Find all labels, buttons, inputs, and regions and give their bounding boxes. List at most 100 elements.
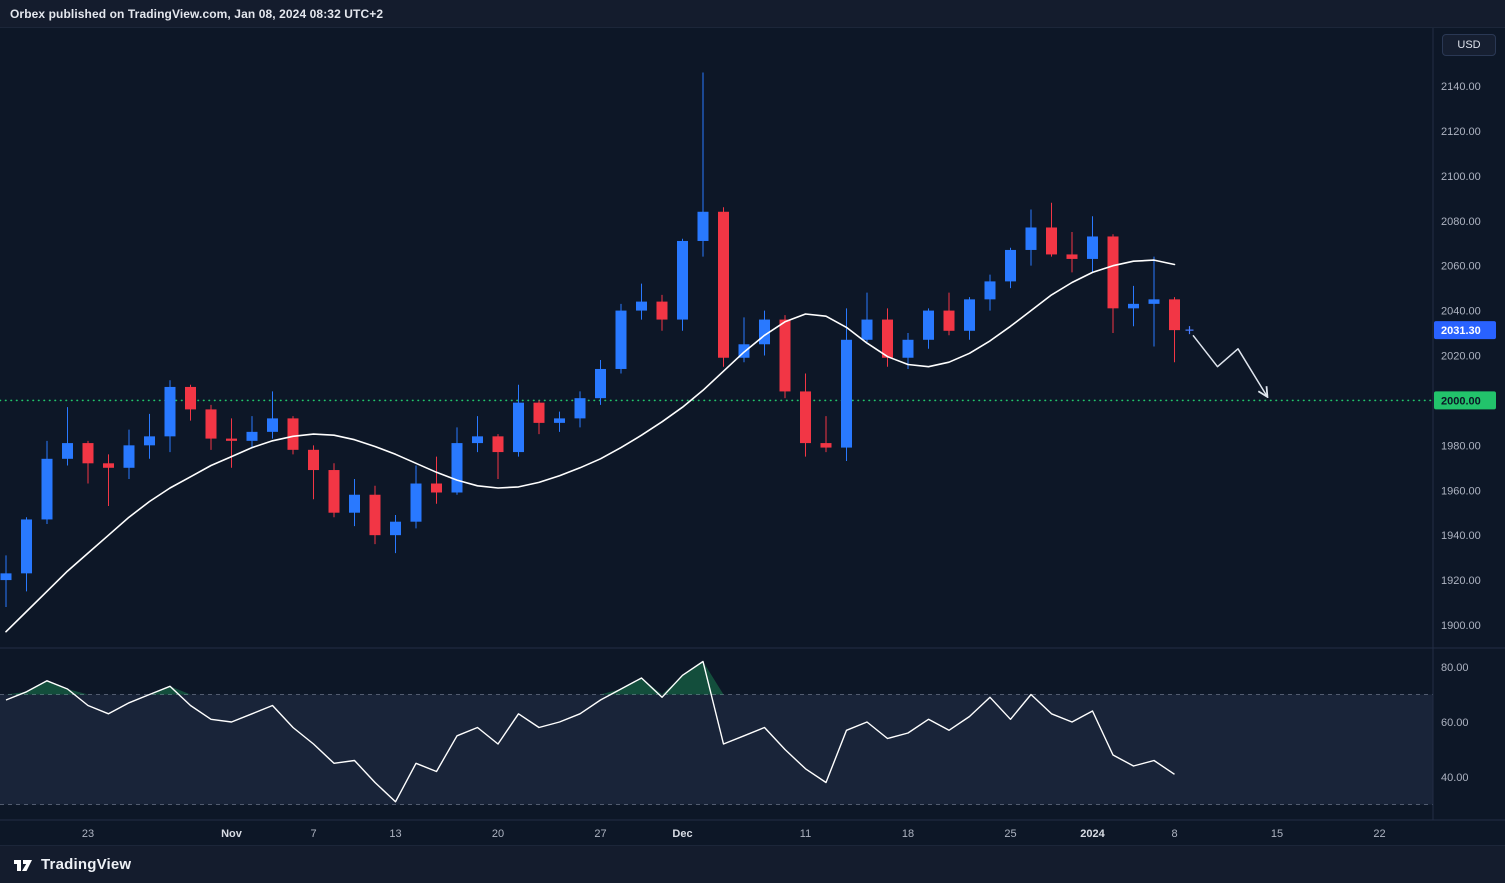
level-price-tag[interactable]: 2000.00 bbox=[1434, 391, 1496, 410]
candle-body bbox=[1025, 227, 1037, 250]
candle-body bbox=[800, 391, 811, 444]
svg-text:2000.00: 2000.00 bbox=[1441, 395, 1481, 407]
candle-body bbox=[349, 494, 360, 513]
candle-body bbox=[123, 445, 135, 468]
candle-body bbox=[1169, 299, 1180, 331]
svg-text:60.00: 60.00 bbox=[1441, 717, 1469, 729]
svg-text:1940.00: 1940.00 bbox=[1441, 530, 1481, 542]
candle-body bbox=[1005, 249, 1016, 282]
tradingview-logo-text[interactable]: TradingView bbox=[41, 856, 132, 873]
time-axis-label[interactable]: Nov bbox=[221, 828, 243, 840]
svg-text:2031.30: 2031.30 bbox=[1441, 325, 1481, 337]
candle-body bbox=[677, 240, 688, 320]
candle-body bbox=[902, 339, 914, 358]
svg-text:1900.00: 1900.00 bbox=[1441, 620, 1481, 632]
candle-body bbox=[513, 402, 524, 453]
candle-body bbox=[820, 443, 832, 448]
moving-average-line bbox=[5, 259, 1176, 633]
candle-body bbox=[943, 310, 955, 331]
time-axis-label[interactable]: 23 bbox=[82, 828, 94, 840]
candle-body bbox=[964, 299, 975, 331]
current-price-tag[interactable]: 2031.30 bbox=[1434, 321, 1496, 340]
svg-text:2020.00: 2020.00 bbox=[1441, 351, 1481, 363]
rsi-axis-labels[interactable]: 80.00 60.00 40.00 bbox=[1441, 662, 1469, 784]
price-axis-labels[interactable]: 1900.00 1920.00 1940.00 1960.00 1980.00 2000.… bbox=[1441, 81, 1481, 632]
candle-body bbox=[328, 470, 340, 513]
candle-body bbox=[1128, 303, 1139, 309]
svg-text:2060.00: 2060.00 bbox=[1441, 261, 1481, 273]
projection-arrow[interactable] bbox=[1192, 334, 1267, 396]
candle-body bbox=[492, 436, 504, 453]
header-bar: Orbex published on TradingView.com, Jan … bbox=[0, 0, 1505, 28]
svg-text:1960.00: 1960.00 bbox=[1441, 485, 1481, 497]
candle-body bbox=[1046, 227, 1057, 255]
chart-root: 1900.00 1920.00 1940.00 1960.00 1980.00 2000.… bbox=[0, 28, 1505, 845]
currency-button-label: USD bbox=[1457, 39, 1481, 51]
rsi-overbought-fill bbox=[6, 661, 1175, 695]
svg-text:40.00: 40.00 bbox=[1441, 772, 1469, 784]
candle-body bbox=[410, 483, 422, 522]
time-axis-label[interactable]: 22 bbox=[1373, 828, 1385, 840]
time-axis-label[interactable]: 20 bbox=[492, 828, 504, 840]
svg-text:1920.00: 1920.00 bbox=[1441, 575, 1481, 587]
candle-body bbox=[390, 521, 401, 536]
last-price-marker bbox=[1185, 326, 1194, 335]
candle-body bbox=[267, 418, 278, 432]
svg-text:2140.00: 2140.00 bbox=[1441, 81, 1481, 93]
candle-body bbox=[697, 211, 709, 241]
svg-text:2040.00: 2040.00 bbox=[1441, 306, 1481, 318]
candle-body bbox=[226, 438, 237, 441]
candle-body bbox=[861, 319, 873, 340]
candle-body bbox=[369, 494, 381, 536]
candle-body bbox=[1107, 236, 1119, 309]
candle-body bbox=[1148, 299, 1160, 304]
time-axis-label[interactable]: 18 bbox=[902, 828, 914, 840]
time-axis-label[interactable]: Dec bbox=[672, 828, 692, 840]
candle-body bbox=[533, 402, 545, 423]
publish-attribution: Orbex published on TradingView.com, Jan … bbox=[10, 6, 384, 21]
candle-body bbox=[554, 418, 565, 423]
time-axis-label[interactable]: 13 bbox=[389, 828, 401, 840]
candle-body bbox=[759, 319, 770, 345]
candle-body bbox=[595, 368, 606, 399]
time-axis-label[interactable]: 25 bbox=[1004, 828, 1016, 840]
candle-body bbox=[103, 463, 114, 468]
svg-text:1980.00: 1980.00 bbox=[1441, 440, 1481, 452]
time-axis-label[interactable]: 2024 bbox=[1080, 828, 1105, 840]
time-axis-label[interactable]: 27 bbox=[594, 828, 606, 840]
candle-body bbox=[0, 573, 12, 581]
time-axis-labels[interactable]: 23 Nov 7 13 20 27 Dec 11 18 25 2024 8 15 22 bbox=[82, 828, 1386, 840]
candle-body bbox=[738, 344, 750, 358]
currency-button[interactable]: USD bbox=[1442, 34, 1496, 56]
svg-text:2120.00: 2120.00 bbox=[1441, 126, 1481, 138]
candle-body bbox=[984, 281, 996, 300]
candle-body bbox=[82, 443, 94, 464]
candle-body bbox=[574, 398, 586, 419]
candle-body bbox=[287, 418, 299, 450]
time-axis-label[interactable]: 8 bbox=[1171, 828, 1177, 840]
candle-body bbox=[1066, 254, 1078, 259]
candle-body bbox=[718, 211, 729, 358]
price-chart-canvas[interactable]: 1900.00 1920.00 1940.00 1960.00 1980.00 2000.… bbox=[0, 28, 1505, 845]
rsi-line bbox=[5, 660, 1175, 803]
candle-body bbox=[882, 319, 893, 358]
candle-body bbox=[841, 339, 852, 448]
candle-body bbox=[472, 436, 483, 444]
candle-body bbox=[205, 409, 217, 439]
candle-body bbox=[144, 436, 155, 446]
candle-body bbox=[246, 431, 258, 441]
svg-text:80.00: 80.00 bbox=[1441, 662, 1469, 674]
rsi-band bbox=[0, 694, 1433, 805]
candle-body bbox=[1087, 236, 1098, 259]
candle-body bbox=[431, 483, 442, 493]
time-axis-label[interactable]: 11 bbox=[800, 828, 811, 840]
candle-body bbox=[779, 319, 791, 392]
candle-body bbox=[656, 301, 668, 320]
time-axis-label[interactable]: 7 bbox=[310, 828, 316, 840]
candle-body bbox=[615, 310, 627, 369]
candles-layer bbox=[0, 72, 1180, 608]
footer-bar: TradingView bbox=[0, 845, 1505, 883]
tradingview-logo-icon[interactable] bbox=[12, 856, 34, 874]
time-axis-label[interactable]: 15 bbox=[1271, 828, 1283, 840]
candle-body bbox=[164, 386, 176, 437]
